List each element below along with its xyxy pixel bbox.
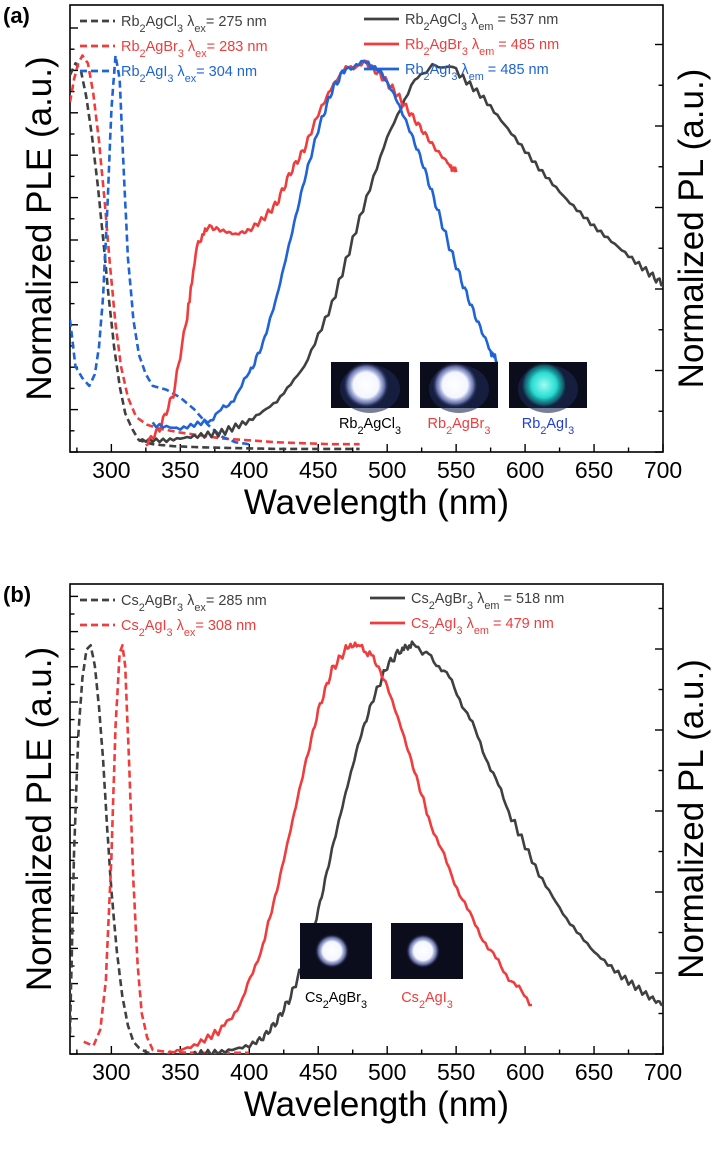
x-tick-label: 400 bbox=[230, 1059, 268, 1085]
x-tick-label: 500 bbox=[368, 1059, 406, 1085]
series-line-cs2agbr3-ex bbox=[70, 644, 154, 1054]
series-line-rb2agi3-em bbox=[151, 59, 499, 431]
x-tick-label: 400 bbox=[230, 457, 268, 483]
panel-a: 300 350 400 450 500 550 600 650 700 Wavelength (n… bbox=[3, 3, 711, 522]
inset-photo bbox=[331, 362, 409, 413]
series-line-rb2agbr3-em bbox=[145, 59, 458, 447]
y-axis-title-left: Normalized PLE (a.u.) bbox=[20, 647, 59, 991]
legend-entry: Rb2AgI3 λem = 485 nm bbox=[405, 62, 549, 83]
x-tick-label: 650 bbox=[575, 457, 613, 483]
y-axis-title-left: Normalized PLE (a.u.) bbox=[20, 56, 59, 400]
legend-entry: Cs2AgBr3 λem = 518 nm bbox=[411, 591, 564, 612]
inset-photo bbox=[391, 923, 463, 979]
legend-entry: Cs2AgBr3 λex= 285 nm bbox=[121, 593, 267, 614]
series-group bbox=[70, 54, 663, 451]
inset-label: Rb2AgBr3 bbox=[428, 416, 491, 437]
series-line-cs2agi3-em bbox=[166, 641, 533, 1054]
plot-frame bbox=[69, 4, 664, 453]
panel-label: (b) bbox=[3, 582, 31, 607]
legend-entry: Rb2AgCl3 λem = 537 nm bbox=[405, 12, 558, 33]
x-tick-label: 650 bbox=[575, 1059, 613, 1085]
x-tick-label: 700 bbox=[644, 457, 682, 483]
sample-glow bbox=[521, 362, 567, 408]
inset-photo bbox=[300, 923, 372, 979]
series-line-rb2agcl3-ex bbox=[70, 62, 360, 451]
x-axis-title: Wavelength (nm) bbox=[244, 1085, 509, 1124]
x-tick-label: 550 bbox=[437, 457, 475, 483]
panel-label: (a) bbox=[3, 3, 30, 28]
inset-label: Rb2AgCl3 bbox=[339, 416, 401, 437]
series-line-rb2agcl3-em bbox=[138, 62, 663, 444]
x-tick-label: 350 bbox=[161, 457, 199, 483]
legend-entry: Rb2AgBr3 λex= 283 nm bbox=[121, 39, 268, 60]
legend-entry: Rb2AgI3 λex= 304 nm bbox=[121, 64, 257, 85]
sample-glow bbox=[406, 934, 440, 968]
sample-glow bbox=[343, 362, 389, 408]
inset-photo bbox=[509, 362, 587, 413]
series-line-cs2agi3-ex bbox=[83, 644, 250, 1054]
y-axis-title-right: Normalized PL (a.u.) bbox=[672, 69, 711, 389]
x-axis-title: Wavelength (nm) bbox=[244, 483, 509, 522]
legend-entry: Rb2AgBr3 λem = 485 nm bbox=[405, 37, 559, 58]
x-tick-label: 300 bbox=[92, 1059, 130, 1085]
series-line-rb2agi3-ex bbox=[70, 54, 250, 446]
inset-label: Rb2AgI3 bbox=[522, 416, 574, 437]
y-axis-title-right: Normalized PL (a.u.) bbox=[672, 659, 711, 979]
inset-photo bbox=[420, 362, 498, 413]
legend-entry: Rb2AgCl3 λex= 275 nm bbox=[121, 14, 267, 35]
x-tick-label: 300 bbox=[92, 457, 130, 483]
x-tick-label: 600 bbox=[506, 457, 544, 483]
x-tick-label: 600 bbox=[506, 1059, 544, 1085]
sample-glow bbox=[432, 362, 478, 408]
legend-entry: Cs2AgI3 λex= 308 nm bbox=[121, 618, 256, 639]
x-tick-label: 450 bbox=[299, 1059, 337, 1085]
sample-glow bbox=[315, 934, 349, 968]
series-line-rb2agbr3-ex bbox=[70, 54, 360, 446]
x-tick-label: 500 bbox=[368, 457, 406, 483]
inset-label: Cs2AgI3 bbox=[401, 990, 453, 1011]
x-tick-label: 450 bbox=[299, 457, 337, 483]
plot-frame bbox=[69, 583, 664, 1055]
series-line-cs2agbr3-em bbox=[192, 640, 663, 1054]
x-tick-label: 700 bbox=[644, 1059, 682, 1085]
x-tick-label: 350 bbox=[161, 1059, 199, 1085]
panel-b: 300 350 400 450 500 550 600 650 700 Wavelength (n… bbox=[3, 582, 711, 1124]
x-tick-label: 550 bbox=[437, 1059, 475, 1085]
series-group bbox=[70, 640, 663, 1054]
legend-entry: Cs2AgI3 λem = 479 nm bbox=[411, 616, 554, 637]
inset-label: Cs2AgBr3 bbox=[305, 990, 367, 1011]
